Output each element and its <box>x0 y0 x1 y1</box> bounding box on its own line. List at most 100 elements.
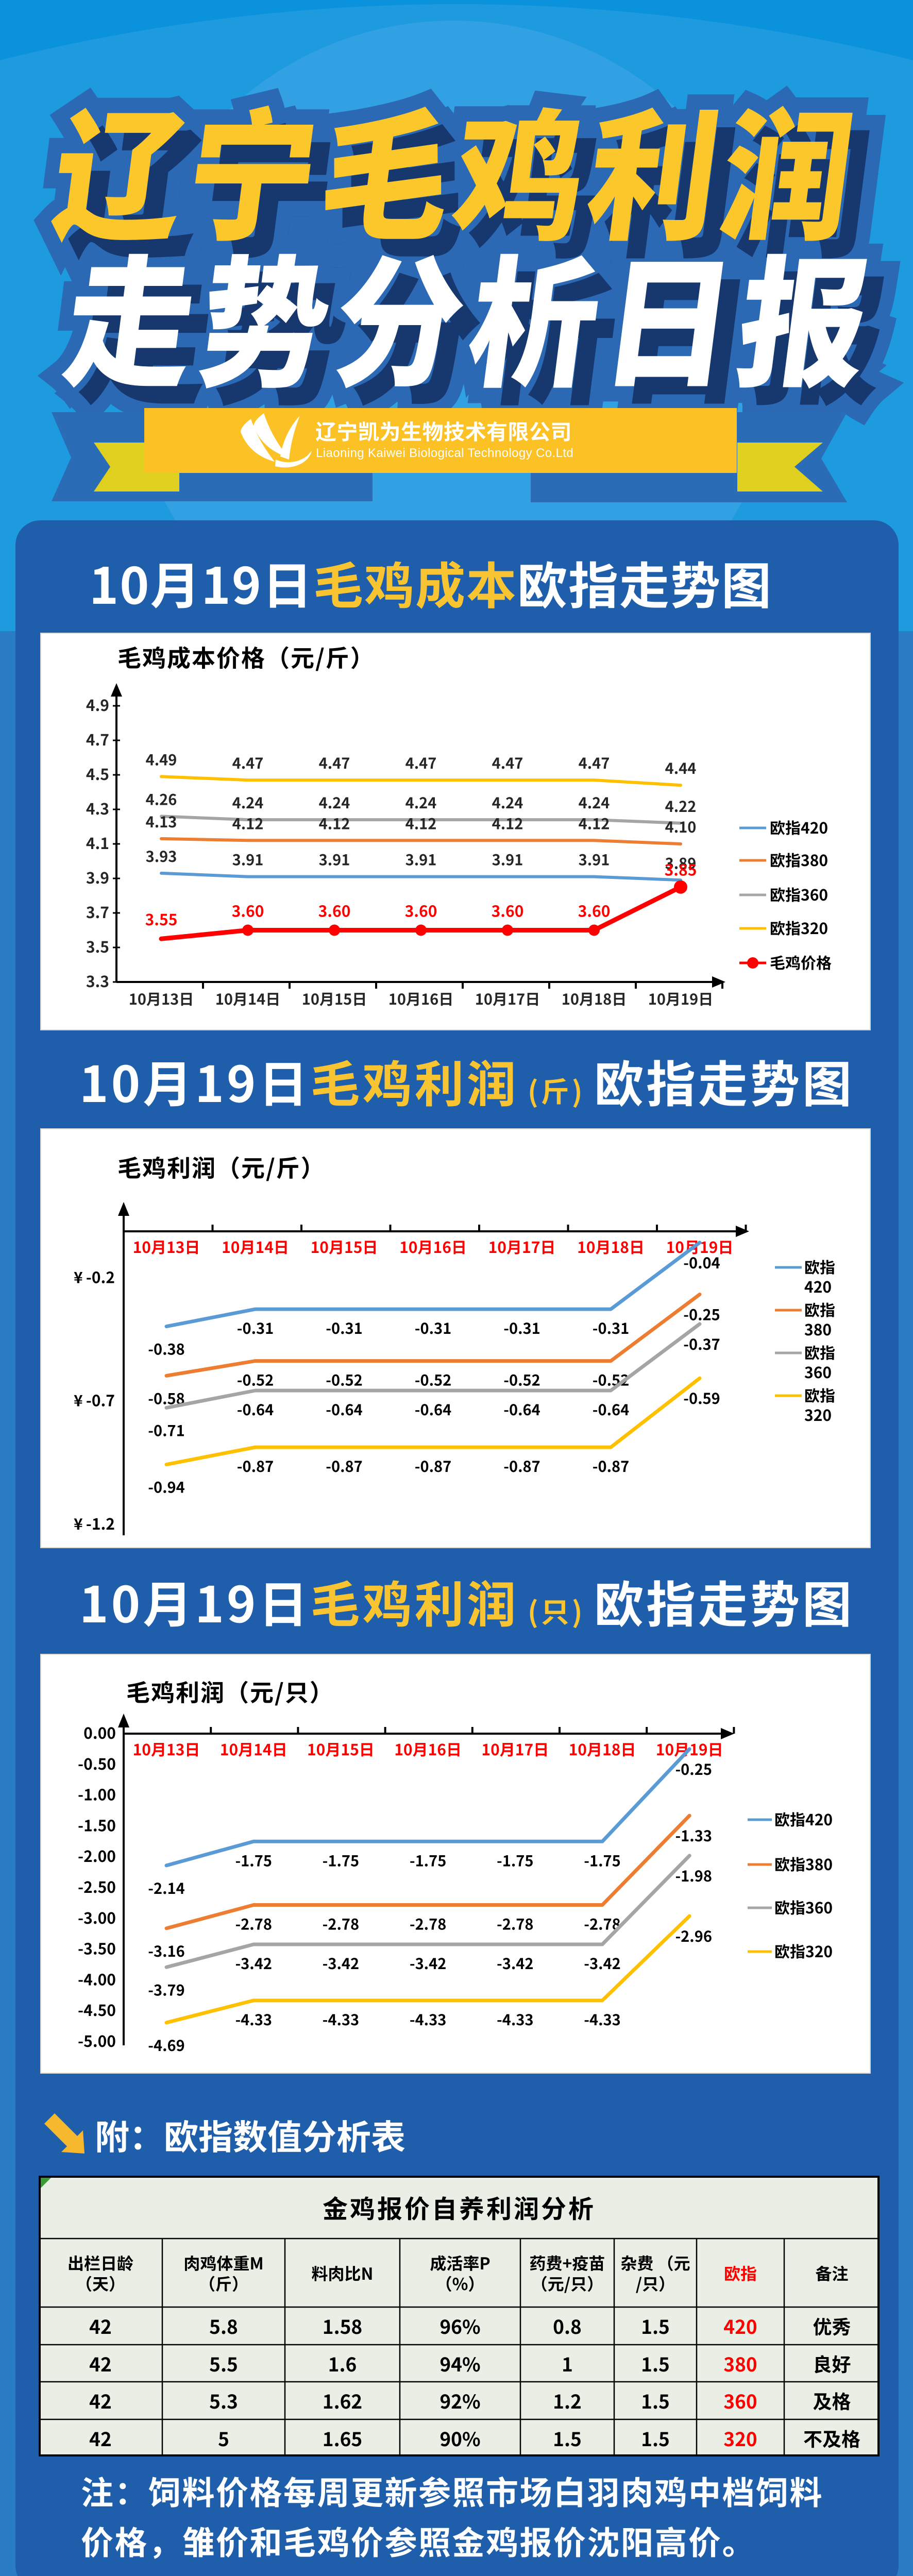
svg-text:3.55: 3.55 <box>145 907 178 930</box>
svg-text:10月16日: 10月16日 <box>399 1235 467 1258</box>
svg-text:380: 380 <box>804 1317 832 1340</box>
svg-text:3.60: 3.60 <box>318 899 351 922</box>
svg-text:-0.04: -0.04 <box>683 1251 720 1273</box>
svg-text:-1.75: -1.75 <box>323 1849 360 1871</box>
svg-text:-0.87: -0.87 <box>503 1455 540 1477</box>
svg-text:-1.50: -1.50 <box>78 1813 116 1836</box>
svg-text:3.85: 3.85 <box>665 858 697 880</box>
svg-text:-3.79: -3.79 <box>148 1978 185 2000</box>
svg-text:-2.78: -2.78 <box>235 1913 272 1935</box>
svg-text:-3.16: -3.16 <box>148 1940 185 1961</box>
svg-text:-2.78: -2.78 <box>497 1913 534 1935</box>
svg-text:-1.75: -1.75 <box>235 1849 272 1871</box>
svg-text:-4.33: -4.33 <box>497 2008 534 2030</box>
svg-text:4.5: 4.5 <box>86 762 109 785</box>
svg-text:4.24: 4.24 <box>579 791 610 813</box>
svg-text:-0.94: -0.94 <box>148 1476 185 1498</box>
svg-text:-0.25: -0.25 <box>683 1303 720 1325</box>
svg-text:3.9: 3.9 <box>86 866 109 888</box>
svg-text:-0.64: -0.64 <box>415 1398 452 1420</box>
svg-text:-3.42: -3.42 <box>497 1952 534 1974</box>
svg-text:-2.14: -2.14 <box>148 1877 185 1899</box>
svg-text:10月17日: 10月17日 <box>481 1737 549 1760</box>
svg-text:3.93: 3.93 <box>146 845 177 867</box>
svg-text:4.24: 4.24 <box>405 791 437 813</box>
svg-text:10月18日: 10月18日 <box>569 1737 636 1760</box>
svg-text:10月16日: 10月16日 <box>388 988 453 1009</box>
svg-text:¥ -0.2: ¥ -0.2 <box>74 1265 115 1287</box>
svg-text:3.7: 3.7 <box>86 900 109 923</box>
svg-text:-4.50: -4.50 <box>78 1998 116 2021</box>
svg-text:-0.52: -0.52 <box>415 1369 452 1391</box>
svg-text:欧指380: 欧指380 <box>770 848 828 871</box>
svg-text:3.60: 3.60 <box>578 899 611 922</box>
svg-text:3.60: 3.60 <box>405 899 437 922</box>
svg-text:-3.42: -3.42 <box>584 1952 621 1974</box>
svg-text:4.10: 4.10 <box>665 816 697 837</box>
svg-text:-4.33: -4.33 <box>323 2008 360 2030</box>
svg-text:3.3: 3.3 <box>86 969 109 992</box>
svg-text:-4.00: -4.00 <box>78 1967 116 1990</box>
svg-text:欧指320: 欧指320 <box>774 1939 833 1962</box>
svg-text:0.00: 0.00 <box>83 1721 116 1743</box>
svg-text:3.89: 3.89 <box>665 852 697 873</box>
svg-text:3.91: 3.91 <box>232 849 264 870</box>
svg-text:4.22: 4.22 <box>665 795 697 817</box>
svg-text:-4.33: -4.33 <box>410 2008 447 2030</box>
svg-text:-4.33: -4.33 <box>235 2008 272 2030</box>
svg-text:-3.00: -3.00 <box>78 1906 116 1928</box>
svg-text:-0.64: -0.64 <box>237 1398 274 1420</box>
svg-text:-2.00: -2.00 <box>78 1844 116 1867</box>
svg-text:3.91: 3.91 <box>492 849 523 870</box>
svg-text:欧指: 欧指 <box>804 1383 835 1406</box>
svg-text:-1.75: -1.75 <box>410 1849 447 1871</box>
svg-text:-4.33: -4.33 <box>584 2008 621 2030</box>
svg-text:欧指360: 欧指360 <box>770 883 828 905</box>
svg-text:毛鸡价格: 毛鸡价格 <box>770 951 832 973</box>
svg-text:毛鸡利润（元/只）: 毛鸡利润（元/只） <box>126 1674 334 1708</box>
svg-text:¥ -1.2: ¥ -1.2 <box>74 1512 115 1534</box>
svg-text:4.47: 4.47 <box>232 752 264 773</box>
svg-text:3.91: 3.91 <box>579 849 610 870</box>
svg-text:4.44: 4.44 <box>665 757 697 778</box>
svg-text:3.5: 3.5 <box>86 935 109 957</box>
svg-text:毛鸡利润（元/斤）: 毛鸡利润（元/斤） <box>117 1150 326 1184</box>
svg-text:欧指: 欧指 <box>804 1255 835 1278</box>
svg-text:-0.71: -0.71 <box>148 1419 185 1441</box>
svg-text:-3.50: -3.50 <box>78 1937 116 1959</box>
svg-text:-0.31: -0.31 <box>326 1317 363 1338</box>
svg-text:-0.31: -0.31 <box>503 1317 540 1338</box>
svg-text:4.24: 4.24 <box>492 791 523 813</box>
svg-text:-0.52: -0.52 <box>326 1369 363 1391</box>
svg-text:4.12: 4.12 <box>232 812 264 834</box>
svg-text:10月15日: 10月15日 <box>311 1235 378 1258</box>
svg-text:10月13日: 10月13日 <box>129 988 194 1009</box>
svg-text:-2.50: -2.50 <box>78 1875 116 1897</box>
svg-text:欧指320: 欧指320 <box>770 916 828 939</box>
svg-text:3.91: 3.91 <box>405 849 437 870</box>
svg-text:-0.50: -0.50 <box>78 1752 116 1774</box>
svg-text:10月19日: 10月19日 <box>666 1235 734 1258</box>
svg-text:4.9: 4.9 <box>86 693 109 716</box>
svg-text:-0.64: -0.64 <box>593 1398 630 1420</box>
svg-text:-0.87: -0.87 <box>237 1455 274 1477</box>
svg-text:4.12: 4.12 <box>319 812 350 834</box>
svg-text:4.47: 4.47 <box>492 752 523 773</box>
svg-text:欧指420: 欧指420 <box>770 816 828 838</box>
svg-text:10月19日: 10月19日 <box>648 988 713 1009</box>
svg-text:-2.78: -2.78 <box>410 1913 447 1935</box>
svg-text:10月13日: 10月13日 <box>133 1737 200 1760</box>
svg-text:3.60: 3.60 <box>492 899 524 922</box>
svg-text:4.49: 4.49 <box>146 748 177 770</box>
svg-text:欧指380: 欧指380 <box>774 1852 833 1875</box>
svg-text:4.7: 4.7 <box>86 727 109 750</box>
svg-text:420: 420 <box>804 1275 832 1297</box>
svg-text:4.12: 4.12 <box>579 812 610 834</box>
svg-text:-3.42: -3.42 <box>323 1952 360 1974</box>
svg-text:10月17日: 10月17日 <box>488 1235 556 1258</box>
svg-text:-0.87: -0.87 <box>415 1455 452 1477</box>
svg-text:10月18日: 10月18日 <box>562 988 627 1009</box>
svg-text:-1.75: -1.75 <box>584 1849 621 1871</box>
svg-text:-1.00: -1.00 <box>78 1783 116 1805</box>
svg-text:-0.64: -0.64 <box>503 1398 540 1420</box>
